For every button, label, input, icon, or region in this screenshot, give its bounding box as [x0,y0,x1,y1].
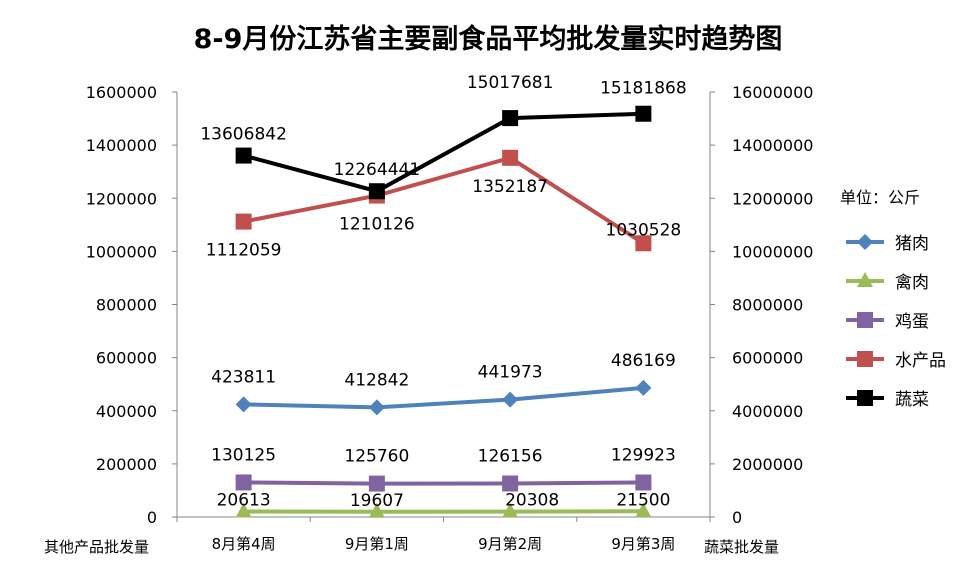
data-label: 486169 [611,351,676,371]
left-tick-label: 600000 [96,349,157,368]
x-tick-label: 9月第3周 [611,535,675,553]
data-point [235,213,252,230]
legend-label: 水产品 [895,351,946,371]
data-point [502,391,519,408]
data-point [235,502,252,518]
data-label: 129923 [611,445,676,465]
data-label: 125760 [344,447,409,467]
data-point [635,502,652,518]
data-point [857,272,873,287]
legend-label: 猪肉 [895,234,929,254]
series-line [243,385,644,410]
data-label: 15181868 [600,79,687,99]
data-point [235,147,252,164]
data-label: 130125 [211,445,276,465]
left-axis-label: 其他产品批发量 [44,538,149,556]
left-tick-label: 1200000 [86,189,157,208]
x-tick-label: 9月第1周 [345,535,409,553]
right-tick-label: 10000000 [732,242,813,261]
series-2: 130125 125760 126156 129923 [211,445,676,492]
data-label: 1112059 [206,241,282,261]
data-point [368,475,385,492]
data-point [502,475,519,492]
data-point [857,351,873,367]
right-tick-label: 14000000 [732,136,813,155]
left-tick-label: 1600000 [86,83,157,102]
data-point [635,235,652,252]
data-point [368,183,385,200]
data-point [368,502,385,518]
legend-item: 猪肉 [846,234,929,254]
series-line [243,111,644,194]
right-tick-label: 16000000 [732,83,813,102]
data-point [368,399,385,416]
data-point [635,105,652,122]
legend-label: 禽肉 [895,273,929,293]
right-tick-label: 0 [732,508,742,527]
data-point [235,474,252,491]
x-tick-label: 8月第4周 [212,535,276,553]
series-line [243,509,644,514]
data-label: 12264441 [334,160,421,180]
left-tick-label: 1400000 [86,136,157,155]
chart-title: 8-9月份江苏省主要副食品平均批发量实时趋势图 [194,23,783,55]
series-4: 13606842 12264441 15017681 15181868 [200,73,687,200]
data-label: 441973 [478,363,543,383]
data-label: 1210126 [339,215,415,235]
legend-item: 鸡蛋 [846,312,929,332]
left-tick-label: 400000 [96,402,157,421]
legend-item: 蔬菜 [846,390,929,410]
data-point [857,312,873,328]
data-label: 412842 [344,370,409,390]
data-point [502,110,519,127]
data-label: 15017681 [467,73,554,93]
right-tick-label: 2000000 [732,455,803,474]
legend-label: 鸡蛋 [895,312,929,332]
legend-label: 蔬菜 [895,390,929,410]
data-label: 1352187 [472,177,548,197]
data-point [857,390,873,406]
left-tick-label: 200000 [96,455,157,474]
legend-item: 水产品 [846,351,946,371]
right-axis-label: 蔬菜批发量 [704,538,779,556]
data-point [502,149,519,166]
data-point [502,502,519,518]
x-tick-label: 9月第2周 [478,535,542,553]
series-1: 20613 19607 20308 21500 [217,490,670,518]
left-tick-label: 800000 [96,296,157,315]
left-tick-label: 0 [147,508,157,527]
data-label: 126156 [478,446,543,466]
right-tick-label: 8000000 [732,296,803,315]
data-point [235,396,252,413]
left-tick-label: 1000000 [86,242,157,261]
data-label: 20308 [505,491,559,511]
data-label: 20613 [217,491,271,511]
right-tick-label: 12000000 [732,189,813,208]
data-label: 1030528 [606,220,682,240]
data-point [857,234,873,250]
right-tick-label: 4000000 [732,402,803,421]
series-line [243,480,644,486]
data-point [635,379,652,396]
data-point [635,474,652,491]
series-line [243,155,645,245]
data-label: 423811 [211,367,276,387]
data-label: 19607 [350,491,404,511]
legend-item: 禽肉 [846,272,929,293]
data-label: 13606842 [200,125,287,145]
series-3: 1112059 1210126 1352187 1030528 [206,149,682,261]
series-0: 423811 412842 441973 486169 [211,351,676,416]
right-tick-label: 6000000 [732,349,803,368]
data-label: 21500 [616,490,670,510]
unit-label: 单位：公斤 [840,188,920,207]
